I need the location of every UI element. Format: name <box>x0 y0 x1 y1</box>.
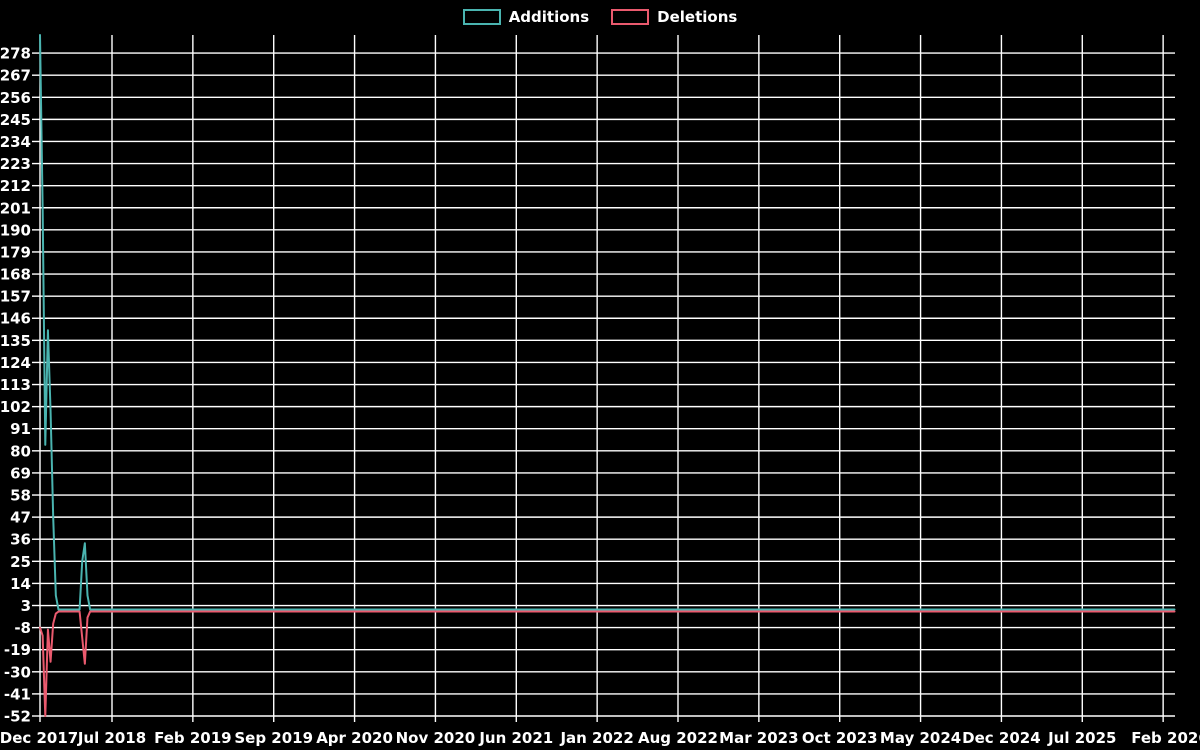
deletions-swatch-icon <box>611 9 650 25</box>
y-axis-tick-label: 47 <box>10 509 31 527</box>
y-axis-tick-label: 36 <box>10 531 31 549</box>
y-axis-tick-label: -30 <box>4 663 31 681</box>
x-axis-tick-label: Feb 2019 <box>154 729 232 747</box>
x-axis-tick-label: Nov 2020 <box>396 729 476 747</box>
legend-item-deletions[interactable]: Deletions <box>611 8 737 26</box>
y-axis-tick-label: -19 <box>4 641 31 659</box>
y-axis-tick-label: 234 <box>0 133 31 151</box>
additions-swatch-icon <box>462 9 501 25</box>
y-axis-tick-label: 25 <box>10 553 31 571</box>
y-axis-tick-label: -41 <box>4 685 31 703</box>
y-axis-tick-label: 69 <box>10 464 31 482</box>
x-axis-tick-label: Aug 2022 <box>638 729 718 747</box>
y-axis-tick-label: 201 <box>0 199 31 217</box>
x-axis-tick-label: Oct 2023 <box>802 729 878 747</box>
y-axis-tick-label: 179 <box>0 243 31 261</box>
x-axis-tick-label: Jul 2025 <box>1047 729 1116 747</box>
y-axis-tick-label: 91 <box>10 420 31 438</box>
y-axis-tick-label: 278 <box>0 45 31 63</box>
y-axis-tick-label: 102 <box>0 398 31 416</box>
y-axis-tick-label: 157 <box>0 288 31 306</box>
y-axis-tick-label: 135 <box>0 332 31 350</box>
legend-item-additions[interactable]: Additions <box>462 8 590 26</box>
additions-series-line <box>39 34 1176 611</box>
x-axis-tick-label: May 2024 <box>880 729 961 747</box>
y-axis-tick-label: 124 <box>0 354 31 372</box>
y-axis-tick-label: 146 <box>0 310 31 328</box>
x-axis-tick-label: Dec 2024 <box>962 729 1041 747</box>
y-axis-tick-label: 267 <box>0 67 31 85</box>
x-axis-tick-label: Jun 2021 <box>478 729 553 747</box>
y-axis-tick-label: 14 <box>10 575 31 593</box>
y-axis-tick-label: 80 <box>10 442 31 460</box>
y-axis-tick-label: 223 <box>0 155 31 173</box>
y-axis-tick-label: 58 <box>10 487 31 505</box>
x-axis-tick-label: Jan 2022 <box>559 729 633 747</box>
legend-label-additions: Additions <box>508 8 590 26</box>
y-axis-tick-label: 113 <box>0 376 31 394</box>
y-axis-tick-label: 256 <box>0 89 31 107</box>
y-axis-tick-label: 168 <box>0 266 31 284</box>
x-axis-tick-label: Feb 2026 <box>1131 729 1200 747</box>
x-axis-tick-label: Jul 2018 <box>77 729 146 747</box>
x-axis-tick-label: Mar 2023 <box>719 729 798 747</box>
y-axis-tick-label: 212 <box>0 177 31 195</box>
deletions-series-line <box>39 610 1176 717</box>
legend-label-deletions: Deletions <box>657 8 738 26</box>
x-axis-tick-label: Apr 2020 <box>316 729 393 747</box>
y-axis-tick-label: -52 <box>4 708 31 726</box>
y-axis-tick-label: -8 <box>14 619 31 637</box>
chart-legend: Additions Deletions <box>0 8 1200 26</box>
y-axis-tick-label: 245 <box>0 111 31 129</box>
y-axis-tick-label: 3 <box>21 597 31 615</box>
y-axis-tick-label: 190 <box>0 221 31 239</box>
x-axis-tick-label: Dec 2017 <box>0 729 78 747</box>
x-axis-tick-label: Sep 2019 <box>234 729 313 747</box>
